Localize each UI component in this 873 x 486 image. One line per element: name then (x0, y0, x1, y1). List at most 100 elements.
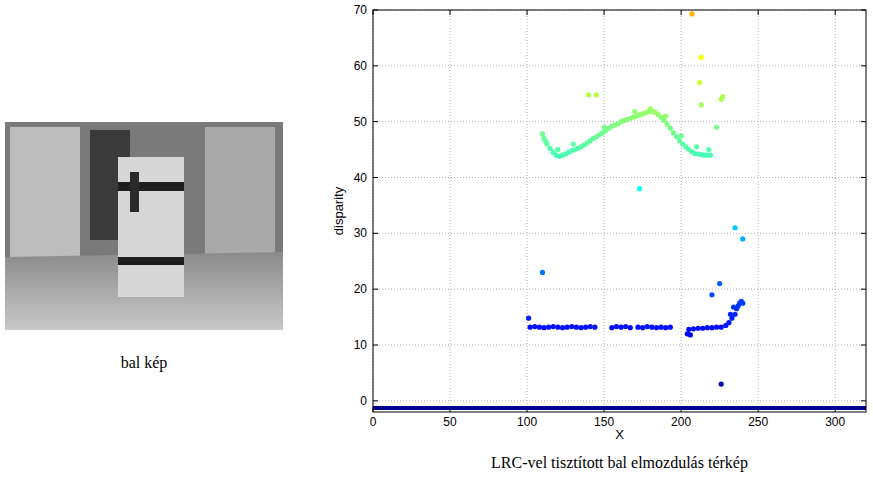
data-point (574, 325, 579, 330)
data-point (645, 324, 650, 329)
x-grid-line (604, 10, 605, 412)
data-point (663, 325, 668, 330)
y-tick (373, 400, 378, 401)
y-grid-line (373, 233, 866, 234)
y-tick (373, 65, 378, 66)
y-tick (373, 177, 378, 178)
x-tick (835, 10, 836, 15)
x-tick (604, 10, 605, 15)
data-point (699, 102, 704, 107)
figure: bal kép050100150200250300010203040506070… (0, 0, 873, 486)
x-tick-label: 300 (825, 415, 845, 429)
data-point (618, 325, 623, 330)
x-tick-label: 150 (594, 415, 614, 429)
data-point (668, 126, 673, 131)
y-tick (861, 345, 866, 346)
x-axis-title: X (615, 427, 624, 442)
x-tick (527, 10, 528, 15)
data-point (637, 186, 642, 191)
data-point (601, 125, 606, 130)
x-tick-label: 50 (443, 415, 457, 429)
data-point (571, 141, 576, 146)
data-point (709, 292, 714, 297)
plot-frame (373, 10, 866, 412)
y-tick (373, 289, 378, 290)
data-point (689, 11, 694, 16)
y-tick (373, 233, 378, 234)
y-tick-label: 50 (354, 115, 368, 129)
y-tick (373, 121, 378, 122)
data-point (714, 125, 719, 130)
y-tick (373, 345, 378, 346)
data-line (373, 406, 866, 410)
data-point (695, 326, 700, 331)
x-tick-label: 200 (671, 415, 691, 429)
data-point (640, 325, 645, 330)
data-marks (373, 11, 866, 408)
photo-door-left (10, 127, 80, 262)
image-caption: bal kép (121, 354, 168, 372)
data-point (658, 325, 663, 330)
data-point (726, 320, 731, 325)
data-point (526, 316, 531, 321)
data-point (649, 325, 654, 330)
left-photo (5, 122, 283, 330)
y-tick-label: 10 (354, 338, 368, 352)
y-tick-label: 40 (354, 171, 368, 185)
data-point (679, 133, 684, 138)
x-tick-label: 250 (748, 415, 768, 429)
data-point (583, 325, 588, 330)
y-axis-title: disparity (331, 186, 346, 235)
data-point (740, 301, 745, 306)
data-point (699, 55, 704, 60)
data-point (719, 97, 724, 102)
y-tick (861, 121, 866, 122)
data-point (654, 325, 659, 330)
data-point (540, 131, 545, 136)
y-tick-label: 60 (354, 59, 368, 73)
data-point (719, 381, 724, 386)
x-tick (450, 10, 451, 15)
data-point (628, 325, 633, 330)
data-point (697, 80, 702, 85)
x-tick-label: 100 (517, 415, 537, 429)
data-point (594, 92, 599, 97)
data-point (700, 326, 705, 331)
data-point (540, 270, 545, 275)
data-point (706, 147, 711, 152)
data-point (688, 332, 693, 337)
y-tick-label: 0 (360, 394, 367, 408)
data-point (648, 106, 653, 111)
x-tick (681, 10, 682, 15)
data-point (588, 324, 593, 329)
data-point (560, 325, 565, 330)
data-point (691, 326, 696, 331)
data-point (717, 281, 722, 286)
photo-box-tape (130, 172, 139, 212)
photo-door-right (205, 127, 275, 257)
data-point (732, 312, 737, 317)
x-grid-line (527, 10, 528, 412)
data-point (592, 325, 597, 330)
photo-box-tape (118, 257, 184, 265)
x-grid-line (758, 10, 759, 412)
x-grid-line (450, 10, 451, 412)
data-point (719, 325, 724, 330)
y-tick-label: 30 (354, 226, 368, 240)
photo-box-tape (118, 182, 184, 191)
data-point (732, 225, 737, 230)
data-point (708, 153, 713, 158)
data-point (709, 325, 714, 330)
y-tick (861, 177, 866, 178)
y-tick (861, 289, 866, 290)
data-point (663, 113, 668, 118)
data-point (586, 92, 591, 97)
data-point (686, 327, 691, 332)
plot-background (373, 10, 866, 412)
photo-box (118, 157, 184, 297)
x-grid-line (835, 10, 836, 412)
data-point (632, 109, 637, 114)
y-grid-line (373, 65, 866, 66)
x-grid-line (681, 10, 682, 412)
data-point (668, 325, 673, 330)
